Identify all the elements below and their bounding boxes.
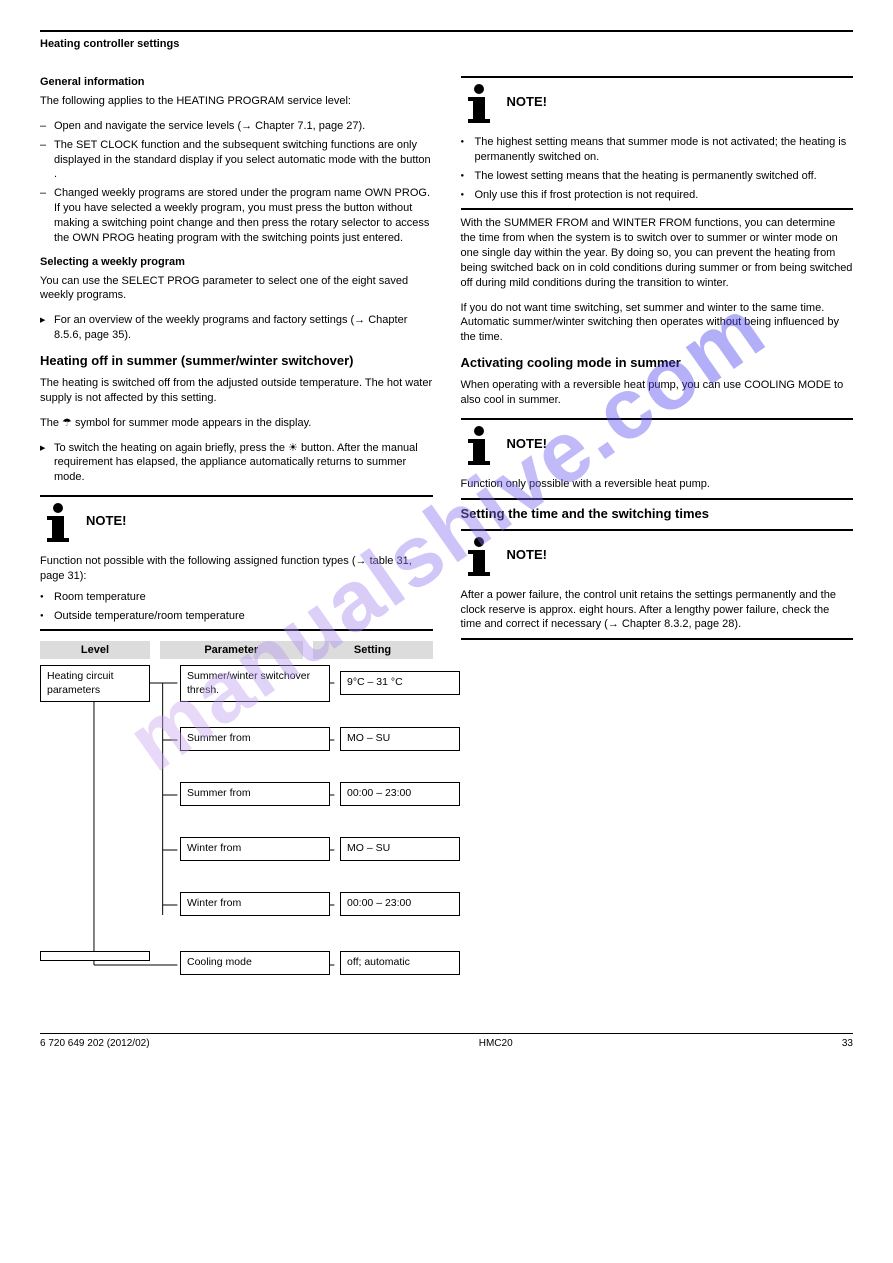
step-item: To switch the heating on again briefly, … bbox=[40, 441, 433, 486]
tree-setting: 00:00 – 23:00 bbox=[340, 892, 460, 915]
cooling-text: When operating with a reversible heat pu… bbox=[461, 378, 854, 408]
summer-winter-text1: The heating is switched off from the adj… bbox=[40, 376, 433, 406]
note-body: After a power failure, the control unit … bbox=[461, 588, 854, 633]
heading-cooling: Activating cooling mode in summer bbox=[461, 355, 854, 370]
note-list-item: The lowest setting means that the heatin… bbox=[461, 169, 854, 184]
tree-setting: 00:00 – 23:00 bbox=[340, 782, 460, 805]
heading-time: Setting the time and the switching times bbox=[461, 506, 854, 521]
info-icon bbox=[461, 537, 497, 582]
tree-header-setting: Setting bbox=[313, 641, 433, 659]
heading-general: General information bbox=[40, 76, 433, 88]
footer-left: 6 720 649 202 (2012/02) bbox=[40, 1038, 150, 1049]
umbrella-icon: ☂ bbox=[62, 417, 72, 429]
list-item: Open and navigate the service levels (→ … bbox=[40, 119, 433, 134]
tree-root: Heating circuit parameters bbox=[40, 665, 150, 701]
tree-header-level: Level bbox=[40, 641, 150, 659]
note-title: NOTE! bbox=[86, 503, 126, 528]
note-body: Function not possible with the following… bbox=[40, 554, 433, 584]
note-list-item: The highest setting means that summer mo… bbox=[461, 135, 854, 165]
tree-param: Winter from bbox=[180, 892, 330, 915]
note-body: Function only possible with a reversible… bbox=[461, 477, 854, 492]
list-item: The SET CLOCK function and the subsequen… bbox=[40, 138, 433, 183]
tree-param: Summer/winter switchover thresh. bbox=[180, 665, 330, 701]
right-column: NOTE! The highest setting means that sum… bbox=[461, 70, 854, 1005]
note-list-item: Room temperature bbox=[40, 590, 433, 605]
note-title: NOTE! bbox=[507, 426, 547, 451]
tree-setting: MO – SU bbox=[340, 837, 460, 860]
tree-param: Winter from bbox=[180, 837, 330, 860]
footer-center: HMC20 bbox=[479, 1038, 513, 1049]
general-list: Open and navigate the service levels (→ … bbox=[40, 119, 433, 246]
left-column: General information The following applie… bbox=[40, 70, 433, 1005]
summer-step: To switch the heating on again briefly, … bbox=[40, 441, 433, 486]
tree-param: Summer from bbox=[180, 727, 330, 750]
note-title: NOTE! bbox=[507, 537, 547, 562]
note-title: NOTE! bbox=[507, 84, 547, 109]
tree-setting: 9°C – 31 °C bbox=[340, 671, 460, 694]
tree-setting: MO – SU bbox=[340, 727, 460, 750]
summer-from-text2: If you do not want time switching, set s… bbox=[461, 301, 854, 346]
page-footer: 6 720 649 202 (2012/02) HMC20 33 bbox=[40, 1033, 853, 1049]
note-box-r1: NOTE! The highest setting means that sum… bbox=[461, 84, 854, 202]
tree-header-param: Parameter bbox=[160, 641, 303, 659]
note-box-left: NOTE! Function not possible with the fol… bbox=[40, 503, 433, 623]
select-program-text: You can use the SELECT PROG parameter to… bbox=[40, 274, 433, 304]
note-box-r3: NOTE! After a power failure, the control… bbox=[461, 537, 854, 633]
parameter-tree: Level Parameter Setting bbox=[40, 641, 433, 1005]
step-item: For an overview of the weekly programs a… bbox=[40, 313, 433, 343]
summer-symbol-text: The ☂ symbol for summer mode appears in … bbox=[40, 416, 433, 431]
heading-summer-winter: Heating off in summer (summer/winter swi… bbox=[40, 353, 433, 368]
summer-from-text1: With the SUMMER FROM and WINTER FROM fun… bbox=[461, 216, 854, 290]
note-box-r2: NOTE! Function only possible with a reve… bbox=[461, 426, 854, 492]
tree-cool-setting: off; automatic bbox=[340, 951, 460, 974]
day-mode-icon: ☀ bbox=[288, 442, 298, 454]
tree-cool-level bbox=[40, 951, 150, 961]
general-intro: The following applies to the HEATING PRO… bbox=[40, 94, 433, 109]
heading-select-program: Selecting a weekly program bbox=[40, 256, 433, 268]
select-program-tip: For an overview of the weekly programs a… bbox=[40, 313, 433, 343]
footer-right: 33 bbox=[842, 1038, 853, 1049]
info-icon bbox=[461, 426, 497, 471]
running-head: Heating controller settings bbox=[40, 38, 853, 50]
note-list-item: Only use this if frost protection is not… bbox=[461, 188, 854, 203]
tree-cool-param: Cooling mode bbox=[180, 951, 330, 974]
note-list-item: Outside temperature/room temperature bbox=[40, 609, 433, 624]
info-icon bbox=[461, 84, 497, 129]
info-icon bbox=[40, 503, 76, 548]
list-item: Changed weekly programs are stored under… bbox=[40, 186, 433, 245]
tree-param: Summer from bbox=[180, 782, 330, 805]
